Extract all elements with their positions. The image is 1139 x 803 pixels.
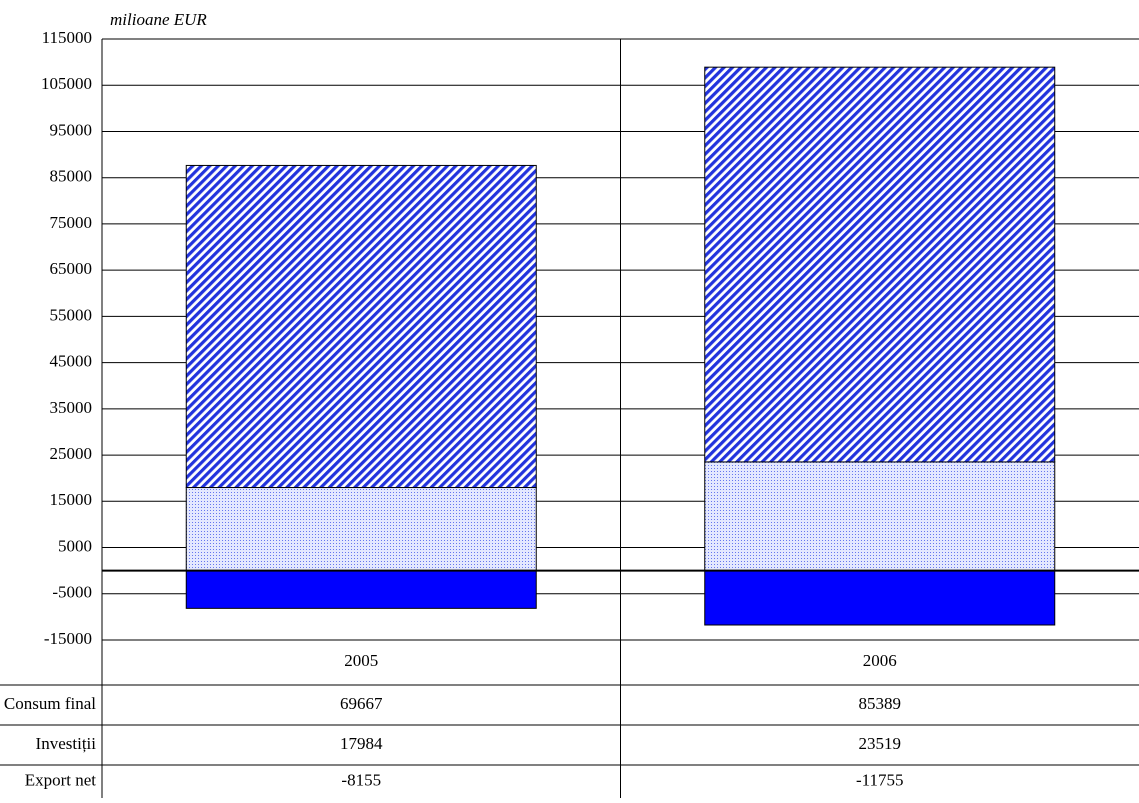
bar bbox=[185, 570, 537, 609]
bar bbox=[704, 570, 1056, 626]
legend-label: Export net bbox=[25, 770, 97, 789]
bar bbox=[185, 487, 537, 572]
y-tick-label: 35000 bbox=[50, 398, 93, 417]
y-tick-label: 5000 bbox=[58, 536, 92, 555]
table-value: -8155 bbox=[341, 770, 381, 789]
y-tick-label: 95000 bbox=[50, 120, 93, 139]
y-tick-label: 25000 bbox=[50, 444, 93, 463]
y-tick-label: 115000 bbox=[42, 28, 92, 47]
y-tick-label: 55000 bbox=[50, 305, 93, 324]
table-value: 85389 bbox=[859, 694, 902, 713]
legend-label: Consum final bbox=[4, 694, 96, 713]
table-value: 23519 bbox=[859, 734, 902, 753]
bar bbox=[704, 66, 1056, 463]
y-tick-label: -15000 bbox=[44, 629, 92, 648]
bar bbox=[185, 164, 537, 489]
legend-label: Investiții bbox=[36, 734, 97, 753]
y-tick-label: 85000 bbox=[50, 167, 93, 186]
table-value: -11755 bbox=[856, 770, 904, 789]
y-tick-label: 45000 bbox=[50, 352, 93, 371]
y-tick-label: 105000 bbox=[41, 74, 92, 93]
y-tick-label: 75000 bbox=[50, 213, 93, 232]
y-tick-label: 15000 bbox=[50, 490, 93, 509]
x-tick-label: 2006 bbox=[863, 651, 897, 670]
table-value: 69667 bbox=[340, 694, 383, 713]
y-tick-label: 65000 bbox=[50, 259, 93, 278]
x-tick-label: 2005 bbox=[344, 651, 378, 670]
table-value: 17984 bbox=[340, 734, 383, 753]
bar bbox=[704, 461, 1056, 572]
y-axis-unit: milioane EUR bbox=[110, 10, 207, 29]
y-tick-label: -5000 bbox=[52, 583, 92, 602]
